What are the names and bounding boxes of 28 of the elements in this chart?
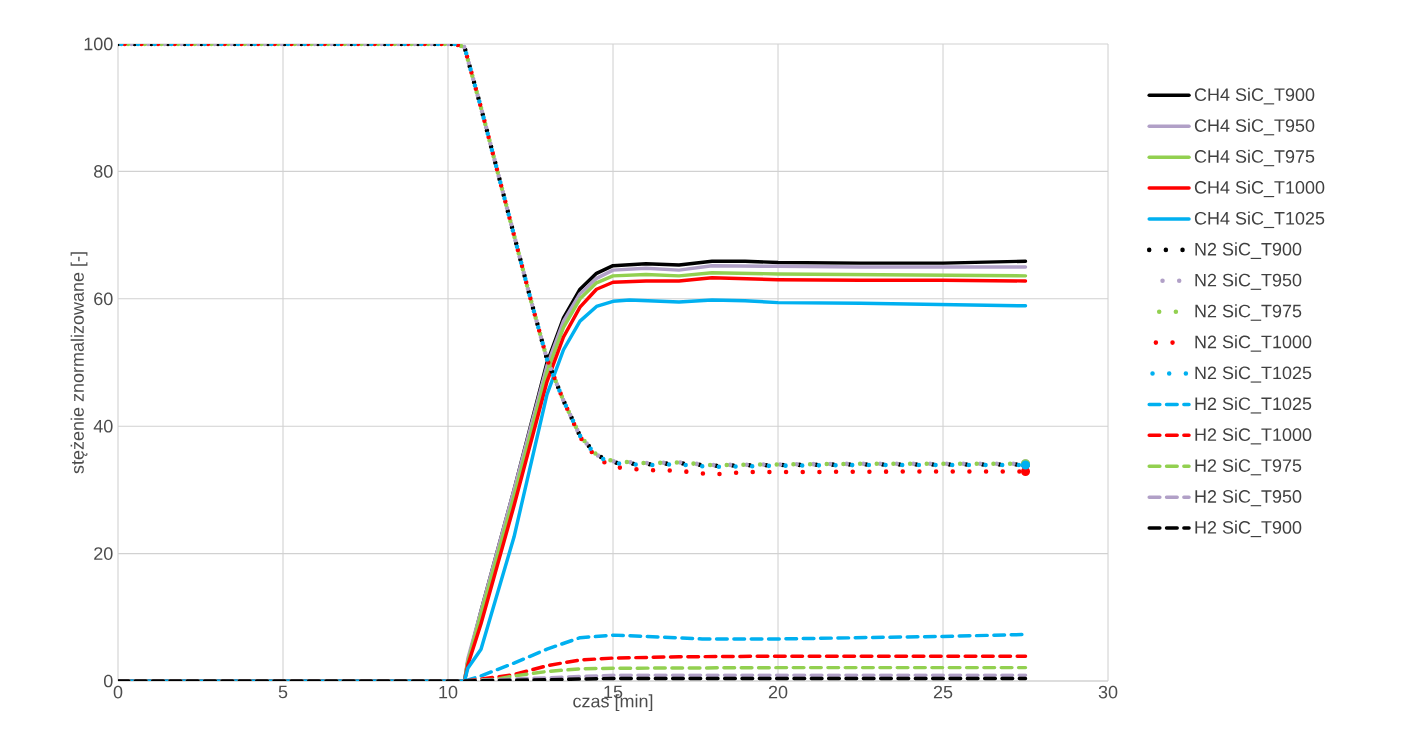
x-tick-label: 20 [768,685,788,699]
x-tick-label: 25 [933,685,953,699]
y-tick-label: 40 [93,419,113,433]
y-tick-label: 0 [103,674,113,688]
legend-label: N2 SiC_T1000 [1195,335,1312,352]
legend-label: H2 SiC_T1000 [1195,427,1312,445]
x-tick-label: 5 [278,685,288,699]
y-tick-label: 80 [94,165,113,178]
x-tick-label: 10 [439,685,458,699]
legend-label: CH4 SiC_T975 [1194,149,1315,167]
y-tick-label: 60 [94,292,113,306]
legend-label: H2 SiC_T975 [1195,458,1302,476]
legend-label: N2 SiC_T950 [1195,273,1302,290]
x-tick-label: 0 [113,685,123,699]
y-tick-label: 20 [94,547,113,560]
legend-label: CH4 SiC_T900 [1194,87,1315,105]
legend-label: N2 SiC_T1025 [1195,366,1312,383]
legend-label: CH4 SiC_T1025 [1194,211,1325,229]
x-tick-label: 30 [1098,685,1118,699]
legend-label: N2 SiC_T900 [1195,242,1302,259]
legend-label: H2 SiC_T1025 [1195,396,1312,414]
legend-label: CH4 SiC_T950 [1194,118,1315,136]
legend-label: H2 SiC_T900 [1195,520,1302,538]
legend-label: N2 SiC_T975 [1195,304,1302,321]
y-tick-label: 100 [84,37,113,51]
y-axis-title: stężenie znormalizowane [-] [70,252,88,474]
legend-label: CH4 SiC_T1000 [1194,180,1325,198]
legend-label: H2 SiC_T950 [1195,489,1302,507]
